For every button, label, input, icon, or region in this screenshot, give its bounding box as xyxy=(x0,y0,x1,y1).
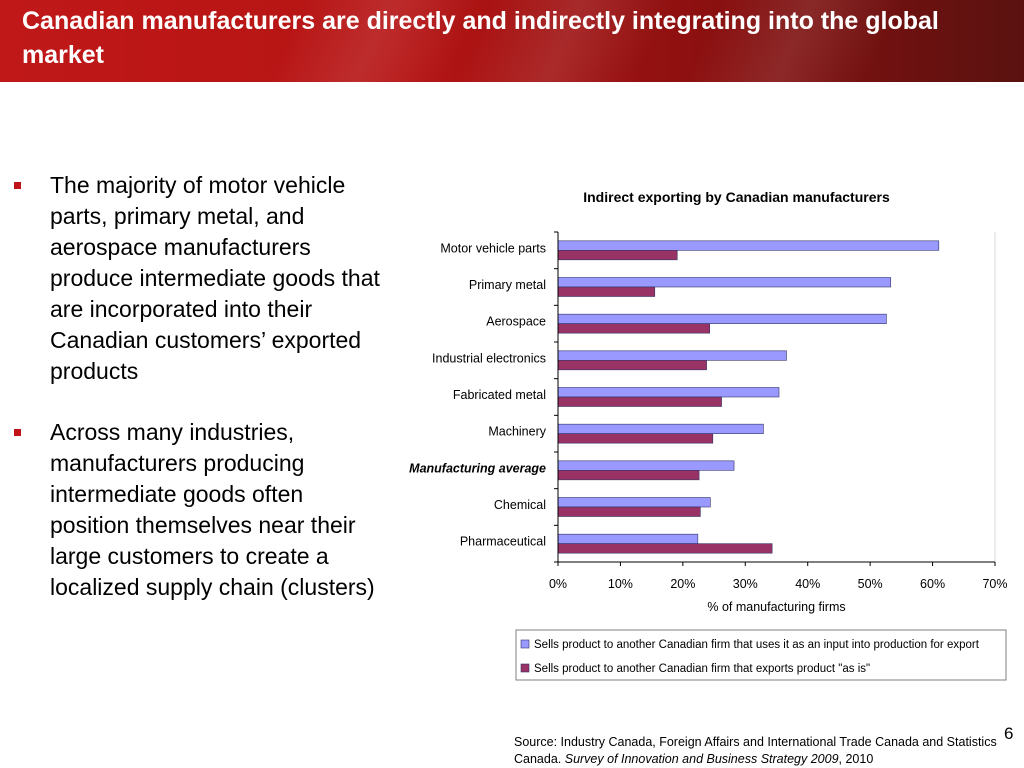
category-label: Aerospace xyxy=(486,315,546,329)
category-label: Motor vehicle parts xyxy=(440,241,546,255)
bar-exported-as-is xyxy=(557,286,656,297)
bar-exported-as-is xyxy=(557,323,711,334)
legend-box xyxy=(515,629,1007,681)
legend-label: Sells product to another Canadian firm t… xyxy=(534,663,870,675)
bar-exported-as-is xyxy=(557,433,714,444)
bar-input-for-export xyxy=(557,277,892,288)
category-label: Primary metal xyxy=(469,278,546,292)
x-tick-label: 30% xyxy=(733,577,758,591)
source-year: , 2010 xyxy=(838,752,874,766)
bar-input-for-export xyxy=(557,387,780,398)
source-survey-name: Survey of Innovation and Business Strate… xyxy=(564,752,839,766)
legend-swatch xyxy=(520,663,530,673)
bullet-text: Across many industries, manufacturers pr… xyxy=(50,419,375,600)
bar-exported-as-is xyxy=(557,506,701,517)
x-tick-label: 10% xyxy=(608,577,633,591)
category-label: Manufacturing average xyxy=(409,461,546,475)
x-tick-label: 50% xyxy=(858,577,883,591)
bar-input-for-export xyxy=(557,460,735,471)
x-axis-label: % of manufacturing firms xyxy=(707,600,845,614)
x-tick-label: 70% xyxy=(982,577,1007,591)
bar-input-for-export xyxy=(557,423,764,434)
legend-label: Sells product to another Canadian firm t… xyxy=(534,639,980,651)
bullet-list: The majority of motor vehicle parts, pri… xyxy=(12,170,387,633)
x-tick-label: 0% xyxy=(549,577,567,591)
page-number: 6 xyxy=(1004,724,1014,743)
bullet-text: The majority of motor vehicle parts, pri… xyxy=(50,172,380,384)
bar-exported-as-is xyxy=(557,396,722,407)
slide-title: Canadian manufacturers are directly and … xyxy=(22,7,939,69)
source-text: Source: Industry Canada, Foreign Affairs… xyxy=(514,735,997,766)
bar-exported-as-is xyxy=(557,360,707,371)
bullet-marker-icon xyxy=(14,429,21,436)
bullet-item: The majority of motor vehicle parts, pri… xyxy=(12,170,387,387)
bar-exported-as-is xyxy=(557,543,773,554)
category-label: Fabricated metal xyxy=(453,388,546,402)
source-note: Source: Industry Canada, Foreign Affairs… xyxy=(514,734,1009,768)
bar-input-for-export xyxy=(557,533,699,544)
legend-swatch xyxy=(520,639,530,649)
category-label: Chemical xyxy=(494,498,546,512)
bullet-marker-icon xyxy=(14,182,21,189)
chart-title: Indirect exporting by Canadian manufactu… xyxy=(583,189,890,205)
x-tick-label: 20% xyxy=(670,577,695,591)
x-tick-label: 60% xyxy=(920,577,945,591)
slide-header: Canadian manufacturers are directly and … xyxy=(0,0,1024,82)
bar-exported-as-is xyxy=(557,470,700,481)
bar-input-for-export xyxy=(557,497,711,508)
category-label: Machinery xyxy=(488,425,546,439)
category-label: Industrial electronics xyxy=(432,351,546,365)
bar-input-for-export xyxy=(557,240,940,251)
indirect-exporting-chart: Indirect exporting by Canadian manufactu… xyxy=(409,189,1008,681)
bar-input-for-export xyxy=(557,350,787,361)
bar-input-for-export xyxy=(557,313,887,324)
bullet-item: Across many industries, manufacturers pr… xyxy=(12,417,387,603)
bar-exported-as-is xyxy=(557,250,678,261)
x-tick-label: 40% xyxy=(795,577,820,591)
category-label: Pharmaceutical xyxy=(460,535,546,549)
